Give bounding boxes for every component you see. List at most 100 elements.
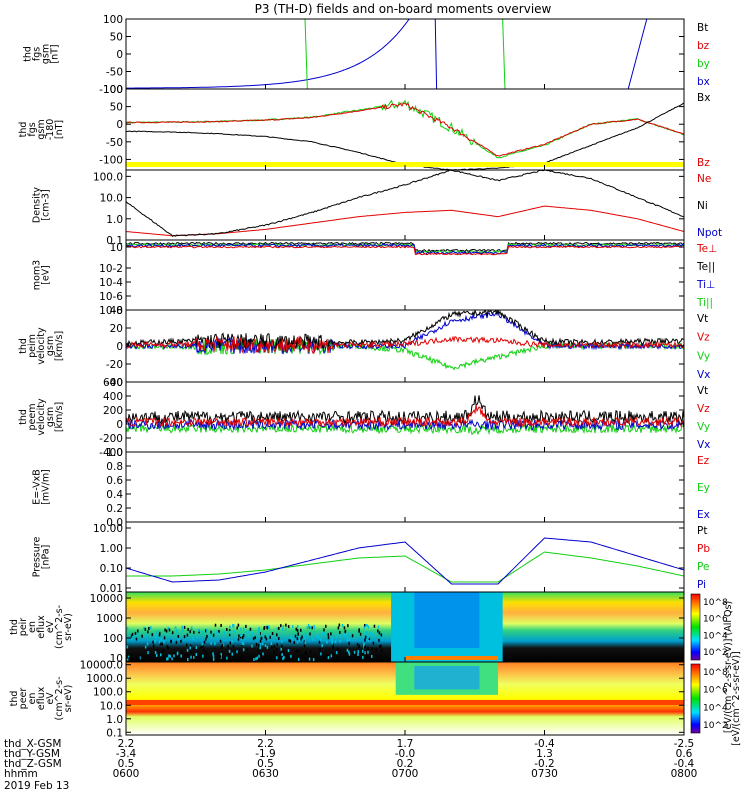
ylabel-line: peem <box>27 404 38 431</box>
spectrogram-ion-pixel <box>356 642 359 646</box>
spectrogram-ion-pixel <box>321 644 323 648</box>
spectrogram-ion-pixel <box>252 637 255 641</box>
spectrogram-ion-pixel <box>191 656 194 660</box>
ylabel-line: peim <box>27 334 38 358</box>
ylabel-line: en <box>27 621 38 633</box>
spectrogram-ion-pixel <box>251 655 253 659</box>
spectrogram-ion-pixel <box>297 632 299 636</box>
ylabel-line: velocity <box>36 398 47 436</box>
spectrogram-ion-pixel <box>232 624 235 628</box>
spectrogram-ion-pixel <box>280 624 282 628</box>
spectrogram-ion-pixel <box>367 647 369 651</box>
spectrogram-electron-band <box>126 700 684 705</box>
spectrogram-ion-gap-core <box>414 592 480 648</box>
panel-spec_i: 10000 1000 100 10 thdpeirenefluxeV(cm^2-s-sr… <box>9 591 685 665</box>
spectrogram-ion-pixel <box>296 640 299 644</box>
spectrogram-ion-pixel <box>264 643 267 647</box>
ytick-label: 0.6 <box>106 475 123 487</box>
spectrogram-ion-pixel <box>130 634 133 638</box>
colorbar-tick: 10^4 <box>703 631 728 641</box>
series-bx-b <box>434 19 438 89</box>
spectrogram-ion-pixel <box>216 630 218 634</box>
spectrogram-ion-pixel <box>282 657 284 661</box>
spectrogram-ion-pixel <box>220 652 222 656</box>
spectrogram-ion-pixel <box>227 644 229 648</box>
ylabel-line: thd <box>9 619 20 635</box>
spectrogram-ion-pixel <box>189 649 192 653</box>
xaxis-row-value: -0.4 <box>674 758 695 770</box>
ytick-label: 1.0 <box>106 714 123 726</box>
series-bx <box>126 102 684 170</box>
spectrogram-ion-pixel <box>291 637 294 641</box>
spectrogram-ion-pixel <box>147 651 149 655</box>
spectrogram-ion-pixel <box>163 636 166 640</box>
series-ne <box>126 205 684 237</box>
spectrogram-ion-pixel <box>219 639 222 643</box>
spectrogram-ion-pixel <box>159 642 162 646</box>
spectrogram-ion-pixel <box>303 644 306 648</box>
panel-frame <box>125 521 685 593</box>
spectrogram-ion-pixel <box>154 633 157 637</box>
spectrogram-ion-pixel <box>155 635 157 639</box>
spectrogram-ion-pixel <box>177 634 180 638</box>
ylabel-line: thd <box>9 691 20 707</box>
spectrogram-ion-pixel <box>336 656 338 660</box>
spectrogram-ion-pixel <box>158 631 161 635</box>
spectrogram-ion-pixel <box>162 649 165 653</box>
ytick-label: -100 <box>99 84 123 96</box>
spectrogram-ion-pixel <box>367 625 370 629</box>
spectrogram-ion-pixel <box>281 653 283 657</box>
spectrogram-ion-pixel <box>233 629 236 633</box>
spectrogram-ion-pixel <box>126 657 129 661</box>
spectrogram-ion-pixel <box>138 656 140 660</box>
spectrogram-ion-pixel <box>145 634 147 638</box>
spectrogram-ion-pixel <box>212 657 215 661</box>
spectrogram-ion-pixel <box>186 648 189 652</box>
spectrogram-ion-pixel <box>367 650 369 654</box>
spectrogram-ion-pixel <box>180 654 182 658</box>
ytick-label: 1000 <box>96 613 123 625</box>
spectrogram-ion-pixel <box>257 649 260 653</box>
spectrogram-ion-pixel <box>357 649 359 653</box>
spectrogram-ion-pixel <box>205 650 208 654</box>
spectrogram-ion-pixel <box>336 635 338 639</box>
xaxis-row-value: 0800 <box>671 768 698 780</box>
series-ni <box>126 170 684 237</box>
spectrogram-ion-pixel <box>254 636 256 640</box>
spectrogram-ion-pixel <box>309 632 311 636</box>
panel-spec_i-data <box>126 592 684 662</box>
spectrogram-ion-pixel <box>237 635 239 639</box>
spectrogram-ion-pixel <box>195 652 198 656</box>
series-by <box>126 99 684 159</box>
xaxis-date: 2019 Feb 13 <box>4 780 69 792</box>
spectrogram-ion-pixel <box>263 627 265 631</box>
ylabel-line: Density <box>32 187 43 223</box>
spectrogram-ion-pixel <box>190 655 192 659</box>
ytick-label: 40 <box>110 305 123 317</box>
xaxis-row-label: hhmm <box>4 768 38 780</box>
colorbar-label: [eV/(cm^2-s-sr-eV)] (All Qs) <box>723 601 734 733</box>
series-bx-c <box>627 19 648 89</box>
spectrogram-ion-pixel <box>313 626 316 630</box>
spectrogram-ion-pixel <box>266 625 268 629</box>
legend-vz: Vz <box>697 403 710 415</box>
spectrogram-ion-pixel <box>158 640 161 644</box>
spectrogram-ion-pixel <box>259 646 261 650</box>
spectrogram-ion-pixel <box>137 629 139 633</box>
spectrogram-ion-pixel <box>217 631 219 635</box>
spectrogram-ion-pixel <box>327 656 330 660</box>
panel-pressure: 10.00 1.00 0.10 0.01 Pressure[nPa] Pt Pb Pe Pi <box>32 521 710 595</box>
spectrogram-ion-pixel <box>189 630 191 634</box>
ytick-label: 600 <box>103 377 123 389</box>
spectrogram-ion-pixel <box>232 645 235 649</box>
ytick-label: 1000.0 <box>86 673 123 685</box>
spectrogram-ion-pixel <box>295 627 298 631</box>
spectrogram-ion-pixel <box>346 655 349 659</box>
spectrogram-ion-pixel <box>280 639 283 643</box>
spectrogram-ion-pixel <box>305 650 307 654</box>
spectrogram-ion-pixel <box>144 627 147 631</box>
spectrogram-ion-pixel <box>206 634 208 638</box>
spectrogram-ion-pixel <box>309 650 312 654</box>
